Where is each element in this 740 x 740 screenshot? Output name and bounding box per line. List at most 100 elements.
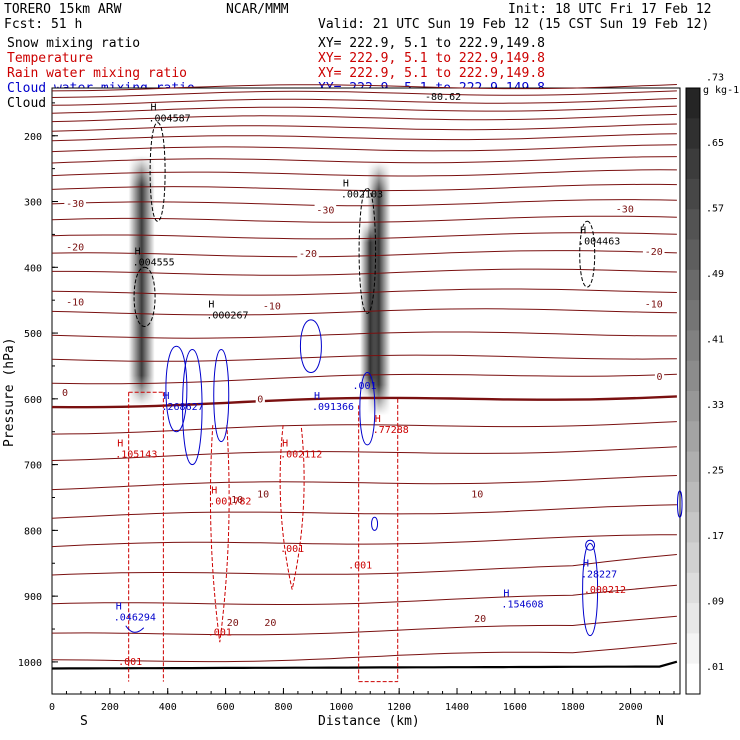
maximum-value: .001 [118, 657, 142, 668]
temperature-label-bg [642, 298, 665, 310]
x-tick-label: 200 [101, 702, 119, 713]
colorbar-label: .49 [706, 269, 724, 280]
colorbar-swatch [686, 603, 700, 634]
temperature-contour [51, 90, 677, 98]
temperature-label-bg [60, 386, 70, 398]
temperature-label-bg [255, 488, 271, 500]
cloud-ice-contour [133, 266, 156, 327]
temperature-label-bg [314, 204, 337, 216]
x-tick-label: 1600 [503, 702, 527, 713]
temperature-contour [51, 250, 677, 258]
legend-field-name: Snow mixing ratio [7, 36, 140, 51]
maximum-value: .001 [208, 628, 232, 639]
x-tick-label: 600 [217, 702, 235, 713]
cloud-water-contour [182, 349, 203, 466]
colorbar-label: .17 [706, 531, 724, 542]
temperature-label: 10 [231, 495, 243, 506]
colorbar-swatch [686, 451, 700, 483]
temperature-label-bg [472, 612, 488, 624]
temperature-label: 0 [62, 388, 68, 399]
temperature-contour [51, 98, 677, 106]
colorbar: .01 .09 .17 .25 .33 .41 .49 .57 .65 .73 [685, 73, 724, 695]
maximum-value: .001 [348, 561, 372, 572]
temperature-contour [51, 504, 677, 519]
x-tick-label: 1800 [561, 702, 585, 713]
maxima-labels: H.004587H.004555H.000267H.002103H.004463… [114, 102, 626, 668]
snow-band [128, 155, 155, 406]
cloud-water-contour [371, 516, 379, 531]
cloud-ice-contour [358, 187, 377, 314]
temperature-contour [51, 534, 677, 548]
y-tick-label: 300 [24, 198, 42, 209]
maximum-marker: H [503, 588, 509, 599]
temperature-contour [51, 421, 677, 435]
temperature-label-bg [654, 370, 665, 382]
maximum-value: .002103 [341, 190, 383, 201]
temperature-label: 20 [474, 614, 486, 625]
colorbar-swatch [686, 239, 700, 271]
temperature-label-bg [469, 488, 485, 500]
temperature-contour [51, 475, 677, 491]
maximum-marker: H [282, 438, 288, 449]
y-tick-label: 200 [24, 132, 42, 143]
init-time: Init: 18 UTC Fri 17 Feb 12 [508, 2, 712, 17]
legend-field-xy: XY= 222.9, 5.1 to 222.9,149.8 [318, 51, 545, 66]
rain-contour [209, 425, 230, 643]
colorbar-swatch [686, 360, 700, 392]
maximum-marker: H [314, 391, 320, 402]
colorbar-swatch [686, 300, 700, 331]
temperature-label-bg [64, 240, 86, 252]
x-tick-label: 800 [274, 702, 292, 713]
maximum-marker: H [164, 391, 170, 402]
rain-water-contours [128, 391, 399, 683]
colorbar-swatch [686, 512, 700, 543]
maximum-marker: H [580, 225, 586, 236]
valid-time: Valid: 21 UTC Sun 19 Feb 12 (15 CST Sun … [318, 17, 709, 32]
legend-field-name: Temperature [7, 51, 93, 66]
temperature-label: 20 [227, 618, 239, 629]
colorbar-swatch [686, 663, 700, 695]
maximum-marker: H [135, 246, 141, 257]
cloud-water-contour [300, 319, 322, 374]
colorbar-label: .09 [706, 597, 724, 608]
colorbar-swatch [686, 481, 700, 513]
temperature-label-bg [225, 616, 241, 628]
cloud-water-contour [359, 372, 376, 446]
legend-field-xy: XY= 222.9, 5.1 to 222.9,149.8 [318, 36, 545, 51]
maximum-marker: H [583, 559, 589, 570]
y-tick-label: 700 [24, 461, 42, 472]
colorbar-swatch [686, 148, 700, 180]
x-tick-label: 1000 [329, 702, 353, 713]
temperature-contour [51, 199, 677, 207]
temperature-label: -20 [66, 242, 84, 253]
maximum-value: .001 [352, 381, 376, 392]
y-tick-label: 500 [24, 329, 42, 340]
maximum-value: .105143 [115, 449, 157, 460]
maximum-marker: H [116, 601, 122, 612]
temperature-contour [51, 156, 677, 164]
colorbar-label: .33 [706, 400, 724, 411]
colorbar-swatch [686, 88, 700, 119]
cloud-ice-contour [579, 220, 596, 288]
colorbar-swatch [686, 209, 700, 240]
maximum-value: .154608 [501, 599, 543, 610]
maximum-value: .004555 [133, 257, 175, 268]
overlay-label: -80.62 [425, 92, 461, 103]
temperature-label: -30 [66, 199, 84, 210]
temperature-label-bg [261, 300, 283, 312]
temperature-label-bg [64, 197, 86, 209]
model-title: TORERO 15km ARW [4, 2, 122, 17]
temperature-label: -20 [299, 249, 317, 260]
temperature-contour [51, 642, 677, 663]
temperature-contour-labels: -30 -30 -30 -20 -20 -20 -10 -10 -10 0 0 0 10 10 10 20 20… [60, 197, 665, 629]
ground-line [51, 660, 678, 670]
temperature-label: -30 [316, 206, 334, 217]
maximum-value: .004587 [148, 113, 190, 124]
temperature-contour [51, 354, 677, 362]
y-tick-label: 600 [24, 395, 42, 406]
y-axis-title: Pressure (hPa) [2, 337, 17, 447]
colorbar-swatch [686, 633, 700, 665]
endpoint-south: S [80, 714, 88, 729]
x-tick-label: 2000 [619, 702, 643, 713]
